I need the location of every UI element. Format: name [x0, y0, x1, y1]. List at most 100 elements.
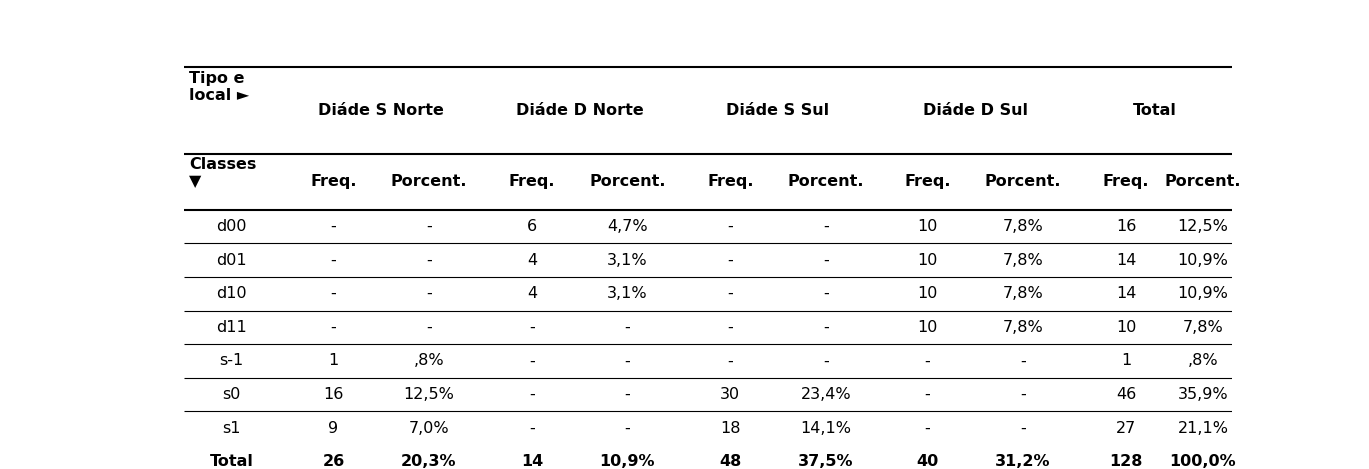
- Text: d11: d11: [216, 320, 246, 335]
- Text: Porcent.: Porcent.: [589, 174, 665, 189]
- Text: -: -: [426, 320, 431, 335]
- Text: Classes
▼: Classes ▼: [189, 157, 256, 189]
- Text: -: -: [330, 253, 337, 268]
- Text: 7,8%: 7,8%: [1002, 286, 1043, 301]
- Text: 1: 1: [329, 354, 338, 368]
- Text: -: -: [823, 219, 828, 234]
- Text: 37,5%: 37,5%: [798, 454, 853, 469]
- Text: 31,2%: 31,2%: [995, 454, 1051, 469]
- Text: ,8%: ,8%: [1188, 354, 1218, 368]
- Text: -: -: [330, 219, 337, 234]
- Text: 12,5%: 12,5%: [404, 387, 455, 402]
- Text: -: -: [727, 354, 734, 368]
- Text: 40: 40: [916, 454, 939, 469]
- Text: 128: 128: [1109, 454, 1143, 469]
- Text: -: -: [727, 320, 734, 335]
- Text: s1: s1: [222, 421, 241, 436]
- Text: -: -: [1020, 421, 1025, 436]
- Text: 10,9%: 10,9%: [600, 454, 656, 469]
- Text: 7,8%: 7,8%: [1183, 320, 1224, 335]
- Text: 100,0%: 100,0%: [1169, 454, 1236, 469]
- Text: Porcent.: Porcent.: [787, 174, 864, 189]
- Text: -: -: [330, 286, 337, 301]
- Text: 3,1%: 3,1%: [606, 286, 648, 301]
- Text: 9: 9: [329, 421, 338, 436]
- Text: 14: 14: [1116, 253, 1136, 268]
- Text: -: -: [624, 387, 630, 402]
- Text: -: -: [426, 286, 431, 301]
- Text: 21,1%: 21,1%: [1177, 421, 1228, 436]
- Text: -: -: [924, 354, 931, 368]
- Text: -: -: [1020, 387, 1025, 402]
- Text: Total: Total: [1134, 103, 1177, 118]
- Text: Freq.: Freq.: [1103, 174, 1149, 189]
- Text: 4: 4: [527, 253, 537, 268]
- Text: Diáde D Norte: Diáde D Norte: [516, 103, 643, 118]
- Text: -: -: [426, 219, 431, 234]
- Text: -: -: [528, 320, 535, 335]
- Text: 10,9%: 10,9%: [1177, 286, 1228, 301]
- Text: 10: 10: [917, 253, 938, 268]
- Text: 10: 10: [917, 286, 938, 301]
- Text: -: -: [924, 421, 931, 436]
- Text: 27: 27: [1116, 421, 1136, 436]
- Text: -: -: [528, 387, 535, 402]
- Text: s-1: s-1: [219, 354, 244, 368]
- Text: 30: 30: [720, 387, 741, 402]
- Text: -: -: [624, 354, 630, 368]
- Text: -: -: [823, 253, 828, 268]
- Text: -: -: [528, 354, 535, 368]
- Text: 23,4%: 23,4%: [801, 387, 852, 402]
- Text: 4,7%: 4,7%: [606, 219, 648, 234]
- Text: -: -: [624, 320, 630, 335]
- Text: Diáde D Sul: Diáde D Sul: [923, 103, 1028, 118]
- Text: 16: 16: [323, 387, 344, 402]
- Text: 4: 4: [527, 286, 537, 301]
- Text: -: -: [624, 421, 630, 436]
- Text: 3,1%: 3,1%: [606, 253, 648, 268]
- Text: -: -: [924, 387, 931, 402]
- Text: 14: 14: [520, 454, 543, 469]
- Text: 7,0%: 7,0%: [408, 421, 449, 436]
- Text: Total: Total: [209, 454, 253, 469]
- Text: -: -: [823, 286, 828, 301]
- Text: 7,8%: 7,8%: [1002, 219, 1043, 234]
- Text: 16: 16: [1116, 219, 1136, 234]
- Text: Tipo e
local ►: Tipo e local ►: [189, 71, 249, 103]
- Text: d10: d10: [216, 286, 246, 301]
- Text: -: -: [330, 320, 337, 335]
- Text: ,8%: ,8%: [413, 354, 445, 368]
- Text: Porcent.: Porcent.: [984, 174, 1061, 189]
- Text: Freq.: Freq.: [509, 174, 554, 189]
- Text: s0: s0: [222, 387, 241, 402]
- Text: -: -: [727, 219, 734, 234]
- Text: 14: 14: [1116, 286, 1136, 301]
- Text: 10: 10: [917, 320, 938, 335]
- Text: -: -: [823, 320, 828, 335]
- Text: 10,9%: 10,9%: [1177, 253, 1228, 268]
- Text: -: -: [426, 253, 431, 268]
- Text: Freq.: Freq.: [905, 174, 951, 189]
- Text: 26: 26: [322, 454, 345, 469]
- Text: Diáde S Norte: Diáde S Norte: [318, 103, 444, 118]
- Text: 35,9%: 35,9%: [1177, 387, 1228, 402]
- Text: d01: d01: [216, 253, 246, 268]
- Text: Diáde S Sul: Diáde S Sul: [727, 103, 830, 118]
- Text: 10: 10: [1116, 320, 1136, 335]
- Text: d00: d00: [216, 219, 246, 234]
- Text: 46: 46: [1116, 387, 1136, 402]
- Text: 12,5%: 12,5%: [1177, 219, 1228, 234]
- Text: -: -: [1020, 354, 1025, 368]
- Text: -: -: [528, 421, 535, 436]
- Text: -: -: [727, 253, 734, 268]
- Text: 10: 10: [917, 219, 938, 234]
- Text: 18: 18: [720, 421, 741, 436]
- Text: -: -: [823, 354, 828, 368]
- Text: 14,1%: 14,1%: [801, 421, 852, 436]
- Text: Freq.: Freq.: [311, 174, 357, 189]
- Text: 7,8%: 7,8%: [1002, 253, 1043, 268]
- Text: 48: 48: [719, 454, 742, 469]
- Text: 20,3%: 20,3%: [401, 454, 457, 469]
- Text: 7,8%: 7,8%: [1002, 320, 1043, 335]
- Text: Porcent.: Porcent.: [1165, 174, 1242, 189]
